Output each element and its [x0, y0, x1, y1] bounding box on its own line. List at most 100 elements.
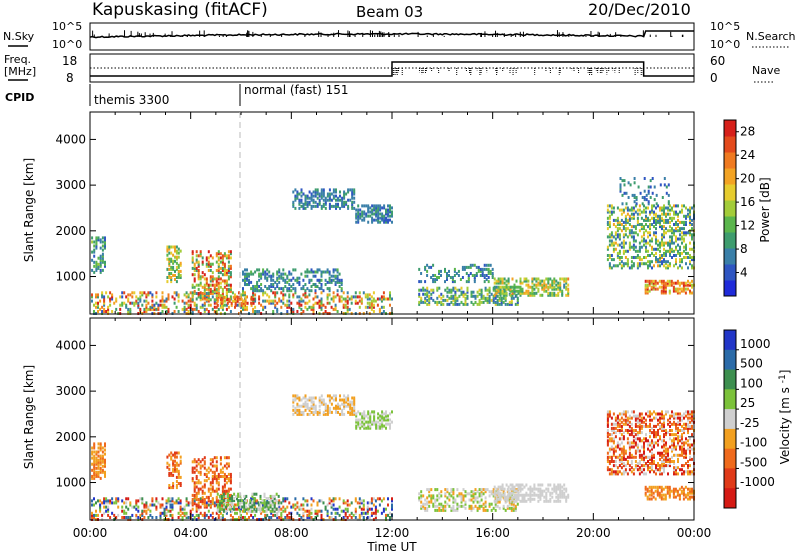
echo-cell: [662, 285, 665, 289]
echo-cell: [290, 278, 293, 282]
echo-cell: [97, 256, 100, 260]
echo-cell: [565, 279, 568, 283]
echo-cell: [197, 271, 200, 275]
echo-cell: [436, 276, 438, 279]
echo-cell: [143, 299, 146, 303]
echo-cell: [95, 460, 98, 464]
echo-cell: [183, 511, 186, 515]
echo-cell: [482, 296, 485, 300]
echo-cell: [217, 285, 220, 289]
echo-cell: [121, 509, 124, 513]
echo-cell: [292, 287, 295, 291]
echo-cell: [368, 301, 371, 305]
echo-cell: [619, 177, 622, 180]
echo-cell: [320, 283, 323, 286]
echo-cell: [636, 218, 639, 222]
echo-cell: [93, 472, 96, 476]
echo-cell: [151, 303, 154, 307]
echo-cell: [104, 442, 106, 446]
echo-cell: [343, 204, 346, 208]
echo-cell: [97, 458, 100, 462]
echo-cell: [622, 251, 625, 255]
echo-cell: [389, 291, 391, 295]
echo-cell: [240, 513, 242, 517]
echo-cell: [240, 293, 242, 297]
echo-cell: [205, 501, 208, 505]
echo-cell: [139, 299, 142, 303]
echo-cell: [667, 243, 669, 247]
echo-cell: [170, 267, 173, 271]
echo-cell: [371, 208, 374, 212]
echo-cell: [296, 278, 299, 282]
echo-cell: [296, 190, 299, 194]
echo-cell: [155, 516, 158, 519]
echo-cell: [350, 511, 353, 515]
echo-cell: [340, 283, 343, 286]
echo-cell: [537, 495, 540, 499]
echo-cell: [661, 241, 663, 245]
echo-cell: [539, 483, 542, 487]
echo-cell: [563, 493, 566, 497]
echo-cell: [207, 489, 210, 493]
echo-cell: [389, 206, 391, 210]
echo-cell: [652, 283, 655, 287]
echo-cell: [618, 243, 621, 247]
echo-cell: [227, 283, 230, 287]
echo-cell: [481, 274, 484, 277]
echo-cell: [620, 229, 623, 233]
echo-cell: [147, 291, 150, 295]
echo-cell: [565, 487, 568, 491]
echo-cell: [91, 462, 94, 466]
echo-cell: [485, 278, 488, 281]
echo-cell: [172, 261, 175, 265]
echo-cell: [634, 204, 637, 208]
echo-cell: [314, 283, 317, 286]
echo-cell: [667, 266, 669, 270]
echo-cell: [205, 262, 208, 266]
echo-cell: [149, 307, 152, 311]
echo-cell: [99, 507, 102, 511]
echo-cell: [238, 516, 240, 519]
echo-cell: [341, 198, 344, 202]
echo-cell: [346, 301, 349, 305]
echo-cell: [452, 286, 455, 290]
echo-cell: [273, 494, 276, 498]
echo-cell: [213, 470, 216, 474]
echo-cell: [316, 295, 319, 299]
echo-cell: [103, 303, 106, 307]
echo-cell: [608, 472, 611, 476]
echo-cell: [266, 276, 269, 280]
echo-cell: [211, 475, 214, 478]
echo-cell: [340, 289, 343, 293]
echo-cell: [630, 212, 633, 216]
echo-cell: [614, 231, 617, 235]
echo-cell: [326, 198, 329, 202]
echo-cell: [280, 511, 283, 515]
echo-cell: [320, 287, 323, 291]
echo-cell: [272, 278, 275, 282]
echo-cell: [211, 292, 214, 295]
echo-cell: [618, 437, 621, 441]
echo-cell: [261, 507, 264, 511]
echo-cell: [529, 497, 532, 501]
echo-cell: [93, 503, 95, 507]
echo-cell: [689, 212, 691, 216]
echo-region: [606, 410, 695, 476]
echo-cell: [559, 283, 562, 287]
echo-cell: [191, 283, 194, 287]
echo-cell: [316, 202, 319, 206]
echo-cell: [223, 485, 226, 489]
echo-cell: [121, 291, 124, 295]
echo-cell: [495, 287, 498, 291]
echo-cell: [428, 300, 431, 304]
echo-cell: [643, 262, 645, 266]
echo-cell: [254, 285, 257, 288]
echo-cell: [270, 301, 273, 305]
echo-cell: [476, 290, 479, 294]
echo-cell: [282, 497, 285, 501]
echo-cell: [227, 462, 230, 466]
echo-cell: [209, 279, 212, 283]
echo-cell: [484, 288, 487, 292]
echo-cell: [430, 496, 433, 500]
echo-cell: [681, 227, 683, 231]
